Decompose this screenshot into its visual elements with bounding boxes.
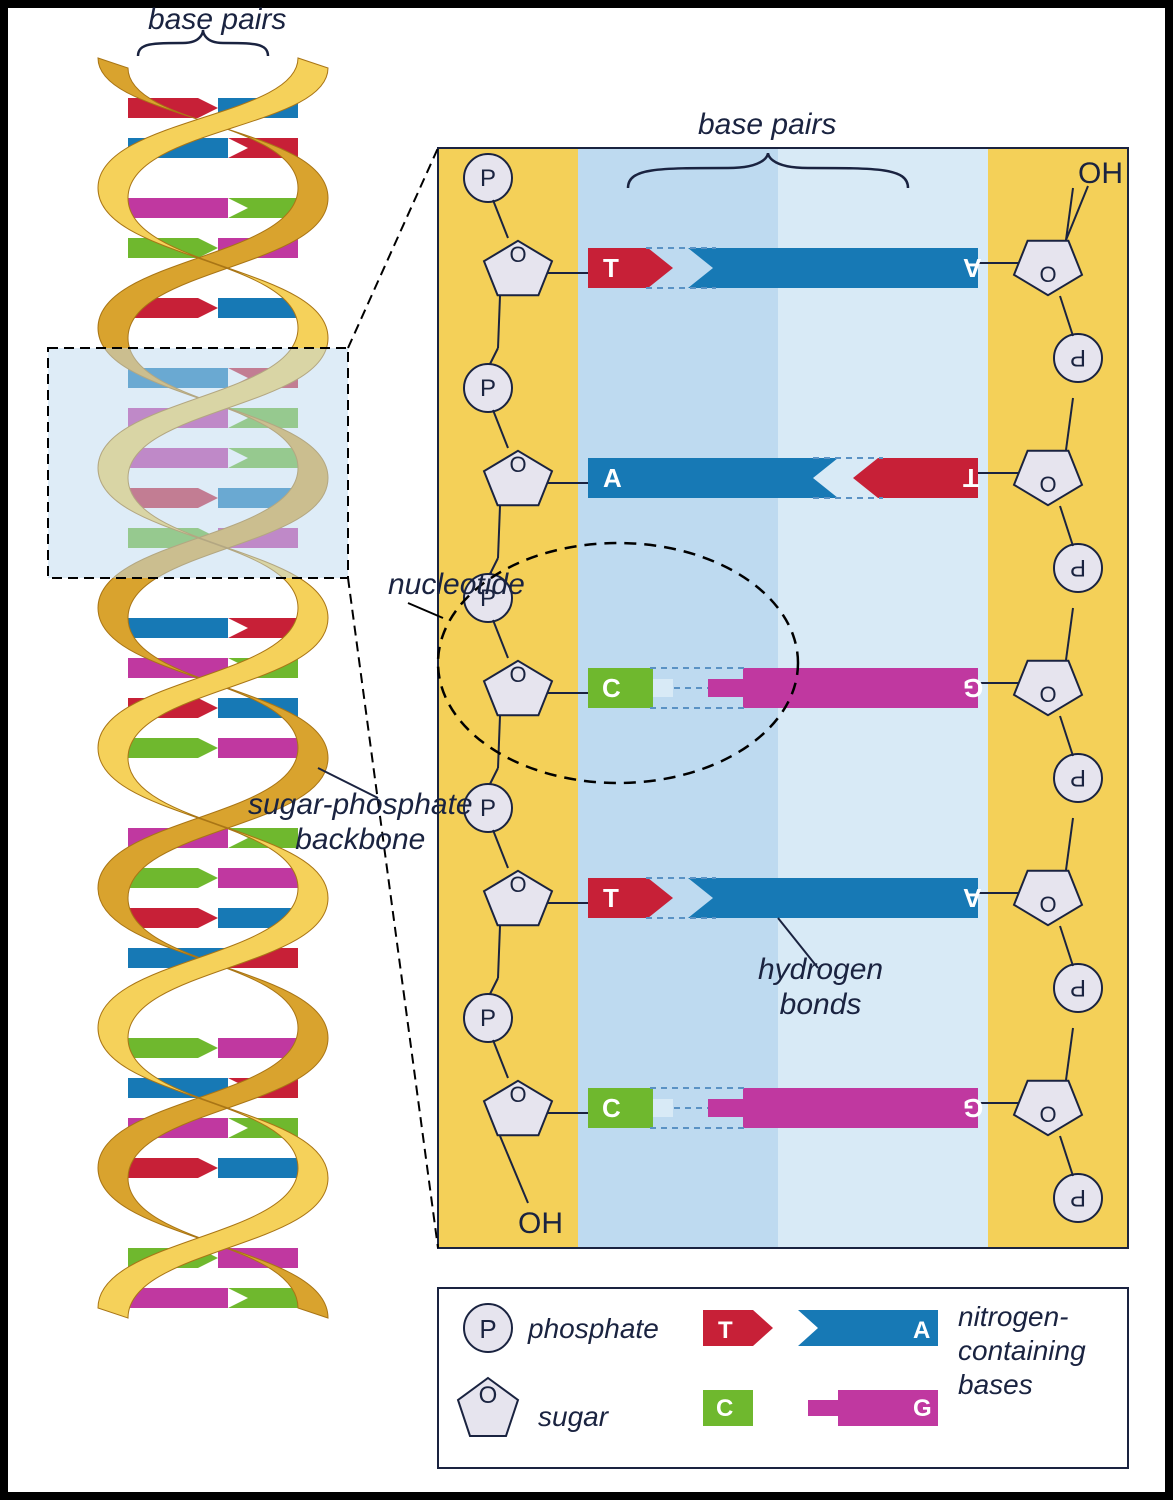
legend-bases-l1: nitrogen- — [958, 1301, 1069, 1332]
svg-text:O: O — [1039, 262, 1056, 287]
svg-text:O: O — [1039, 892, 1056, 917]
svg-text:A: A — [603, 463, 622, 493]
label-nucleotide: nucleotide — [388, 568, 525, 603]
legend-phosphate-label: phosphate — [527, 1313, 659, 1344]
svg-text:P: P — [480, 1005, 496, 1032]
svg-text:O: O — [509, 452, 526, 477]
svg-text:C: C — [716, 1395, 733, 1422]
svg-text:P: P — [1070, 1184, 1086, 1211]
svg-text:O: O — [1039, 472, 1056, 497]
svg-text:T: T — [603, 253, 619, 283]
svg-text:P: P — [1070, 554, 1086, 581]
svg-text:O: O — [509, 1082, 526, 1107]
svg-text:P: P — [1070, 344, 1086, 371]
svg-text:T: T — [718, 1317, 733, 1344]
diagram-frame: OH OH P O P O P O P O P O O P O P O P O P O P T A A T C G T A C G P… — [0, 0, 1173, 1500]
svg-text:O: O — [479, 1382, 498, 1409]
svg-text:G: G — [963, 1093, 983, 1123]
zoom-projection — [348, 148, 438, 1248]
legend-A-icon: A — [798, 1310, 938, 1346]
label-backbone: sugar-phosphate backbone — [248, 788, 473, 857]
svg-text:A: A — [963, 883, 982, 913]
svg-text:T: T — [603, 883, 619, 913]
svg-text:P: P — [480, 375, 496, 402]
svg-text:T: T — [963, 463, 979, 493]
label-hbonds: hydrogen bonds — [758, 953, 883, 1022]
svg-text:P: P — [480, 795, 496, 822]
svg-text:P: P — [1070, 764, 1086, 791]
svg-text:G: G — [963, 673, 983, 703]
svg-text:C: C — [602, 1093, 621, 1123]
svg-text:P: P — [480, 165, 496, 192]
helix-highlight-box — [48, 348, 348, 578]
label-basepairs-left: base pairs — [148, 3, 286, 38]
legend-sugar-label: sugar — [538, 1401, 610, 1432]
oh-top-label: OH — [1078, 157, 1123, 190]
svg-text:G: G — [913, 1395, 932, 1422]
svg-text:O: O — [509, 872, 526, 897]
svg-text:O: O — [509, 242, 526, 267]
label-basepairs-right: base pairs — [698, 108, 836, 143]
svg-text:O: O — [509, 662, 526, 687]
svg-text:O: O — [1039, 1102, 1056, 1127]
svg-text:A: A — [913, 1317, 930, 1344]
dna-helix — [98, 58, 328, 1318]
diagram-svg: OH OH P O P O P O P O P O O P O P O P O P O P T A A T C G T A C G P… — [8, 8, 1165, 1492]
svg-text:O: O — [1039, 682, 1056, 707]
svg-text:P: P — [1070, 974, 1086, 1001]
svg-text:A: A — [963, 253, 982, 283]
oh-bottom-label: OH — [518, 1207, 563, 1240]
legend-bases-l3: bases — [958, 1369, 1033, 1400]
svg-text:C: C — [602, 673, 621, 703]
legend-box: P phosphate O sugar T A C G nitrogen- — [438, 1288, 1128, 1468]
legend-bases-l2: containing — [958, 1335, 1086, 1366]
legend-phosphate-letter: P — [479, 1314, 496, 1344]
